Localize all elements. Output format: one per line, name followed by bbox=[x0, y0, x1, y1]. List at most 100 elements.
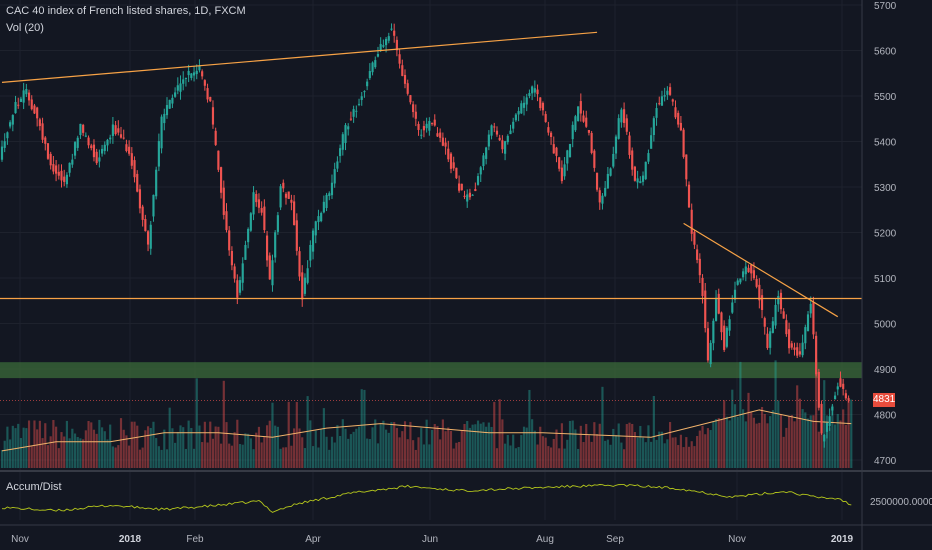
volume-bar bbox=[725, 416, 728, 468]
candle-body bbox=[274, 232, 277, 258]
candle-body bbox=[769, 331, 772, 348]
volume-bar bbox=[636, 437, 639, 468]
volume-bar bbox=[552, 438, 555, 468]
volume-bar bbox=[128, 445, 131, 468]
candle-body bbox=[520, 103, 523, 114]
volume-bar bbox=[650, 441, 653, 468]
price-tick-label: 5000 bbox=[874, 320, 897, 331]
volume-bar bbox=[265, 425, 269, 468]
candle-body bbox=[728, 319, 731, 331]
volume-bar bbox=[460, 430, 463, 468]
candle-body bbox=[796, 347, 799, 356]
time-axis[interactable]: Nov 2018 Feb Apr Jun Aug Sep Nov 2019 bbox=[0, 524, 932, 545]
candle-body bbox=[344, 125, 347, 144]
volume-bar bbox=[463, 423, 466, 468]
volume-bar bbox=[95, 433, 98, 468]
volume-bar bbox=[685, 437, 688, 468]
volume-bar bbox=[747, 392, 750, 468]
candle-body bbox=[723, 325, 726, 350]
candle-body bbox=[687, 184, 691, 208]
candle-body bbox=[636, 178, 639, 183]
volume-bar bbox=[471, 424, 474, 468]
candle-body bbox=[128, 146, 131, 154]
candle-body bbox=[476, 176, 480, 185]
candle-body bbox=[633, 166, 636, 181]
volume-bar bbox=[733, 404, 737, 468]
candle-body bbox=[552, 144, 555, 154]
volume-bar bbox=[658, 431, 661, 468]
volume-bar bbox=[598, 423, 601, 468]
candle-body bbox=[27, 92, 31, 101]
volume-bar bbox=[666, 439, 669, 468]
candle-body bbox=[44, 137, 47, 144]
volume-bar bbox=[201, 442, 204, 468]
candle-body bbox=[844, 393, 847, 399]
volume-bar bbox=[817, 431, 820, 468]
volume-bar bbox=[320, 429, 323, 468]
candle-body bbox=[403, 74, 407, 84]
candle-body bbox=[628, 135, 631, 155]
volume-bar bbox=[203, 421, 206, 468]
volume-bar bbox=[430, 429, 434, 468]
candle-body bbox=[282, 182, 285, 189]
volume-bar bbox=[495, 448, 499, 468]
candle-body bbox=[163, 113, 166, 124]
candle-body bbox=[9, 122, 12, 127]
candle-body bbox=[376, 54, 380, 57]
candle-body bbox=[671, 99, 674, 102]
price-axis[interactable]: 4700 4800 4900 5000 5100 5200 5300 5400 5500 5600… bbox=[861, 0, 897, 550]
candle-body bbox=[501, 140, 504, 150]
volume-bar bbox=[652, 395, 655, 468]
candle-body bbox=[428, 121, 431, 131]
volume-bar bbox=[568, 420, 572, 468]
candle-body bbox=[30, 99, 33, 110]
volume-bar bbox=[184, 448, 188, 468]
candle-body bbox=[17, 104, 20, 106]
candle-body bbox=[758, 284, 761, 301]
volume-bar bbox=[720, 419, 723, 468]
volume-bar bbox=[728, 420, 731, 468]
candle-body bbox=[674, 107, 677, 118]
candle-body bbox=[290, 199, 293, 203]
candle-body bbox=[187, 70, 190, 76]
volume-bar bbox=[825, 415, 829, 468]
volume-bar bbox=[344, 428, 347, 468]
volume-bar bbox=[322, 408, 325, 468]
volume-bar bbox=[541, 436, 545, 468]
volume-bar bbox=[704, 434, 707, 468]
candle-body bbox=[509, 130, 512, 135]
volume-bar bbox=[222, 380, 225, 468]
volume-bar bbox=[122, 429, 125, 468]
trendline[interactable] bbox=[1, 31, 598, 83]
volume-bar bbox=[631, 423, 634, 468]
candle-body bbox=[820, 403, 823, 434]
price-tick-label: 5100 bbox=[874, 274, 897, 285]
volume-bar bbox=[339, 436, 342, 468]
candle-body bbox=[842, 383, 845, 389]
candle-body bbox=[658, 103, 661, 105]
volume-bar bbox=[444, 431, 447, 468]
volume-bar bbox=[833, 424, 837, 468]
candle-body bbox=[92, 144, 96, 158]
volume-bar bbox=[138, 449, 142, 468]
candle-body bbox=[668, 87, 672, 95]
candle-body bbox=[677, 112, 680, 125]
volume-bar bbox=[790, 415, 793, 468]
candle-body bbox=[339, 148, 342, 157]
candle-body bbox=[712, 320, 715, 344]
month-label: Jun bbox=[422, 534, 438, 545]
volume-bar bbox=[371, 427, 374, 468]
candle-body bbox=[641, 175, 645, 182]
candle-body bbox=[225, 211, 228, 231]
trendline[interactable] bbox=[683, 222, 839, 318]
candle-body bbox=[260, 208, 263, 213]
month-label: Aug bbox=[536, 534, 554, 545]
candle-body bbox=[247, 229, 250, 243]
candle-body bbox=[100, 148, 104, 154]
candle-body bbox=[752, 270, 756, 279]
candle-body bbox=[309, 244, 312, 261]
volume-bar bbox=[276, 426, 279, 468]
candle-body bbox=[382, 45, 385, 47]
candle-body bbox=[441, 137, 444, 146]
